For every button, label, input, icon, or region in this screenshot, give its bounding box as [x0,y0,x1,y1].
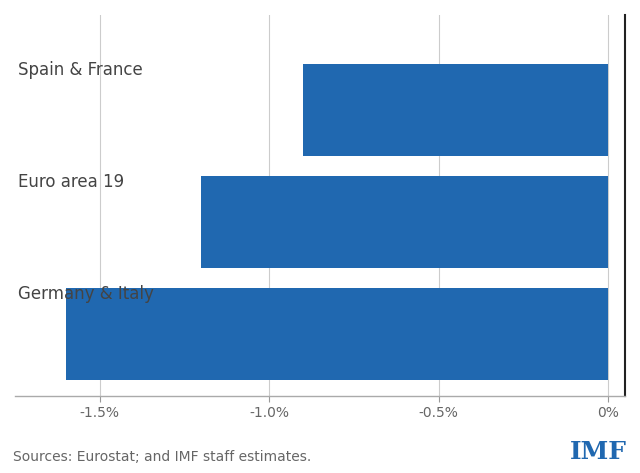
Text: Germany & Italy: Germany & Italy [19,285,154,303]
Bar [303,64,608,156]
Bar [202,176,608,268]
Text: Spain & France: Spain & France [19,61,143,79]
Text: Sources: Eurostat; and IMF staff estimates.: Sources: Eurostat; and IMF staff estimat… [13,449,311,464]
Bar [66,288,608,380]
Text: IMF: IMF [570,439,627,464]
Text: Euro area 19: Euro area 19 [19,173,125,191]
